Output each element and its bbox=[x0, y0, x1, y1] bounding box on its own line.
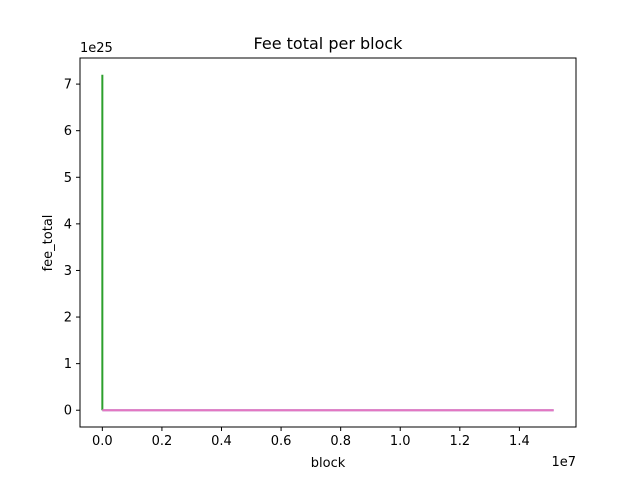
y-tick-label: 4 bbox=[64, 217, 72, 232]
y-tick-label: 1 bbox=[64, 357, 72, 372]
x-axis-offset-label: 1e7 bbox=[551, 455, 576, 470]
x-tick-label: 1.0 bbox=[390, 434, 411, 449]
x-tick-label: 0.4 bbox=[211, 434, 232, 449]
y-tick-label: 7 bbox=[64, 78, 72, 93]
chart-title: Fee total per block bbox=[254, 34, 404, 53]
x-tick-label: 1.4 bbox=[509, 434, 530, 449]
x-tick-label: 1.2 bbox=[449, 434, 470, 449]
x-axis-label: block bbox=[311, 456, 346, 471]
y-axis-ticks: 0 1 2 3 4 5 6 7 bbox=[64, 78, 80, 419]
y-tick-label: 6 bbox=[64, 124, 72, 139]
y-tick-label: 5 bbox=[64, 171, 72, 186]
y-axis-label: fee_total bbox=[41, 215, 56, 272]
x-tick-label: 0.6 bbox=[271, 434, 292, 449]
series-layer bbox=[101, 74, 554, 412]
x-tick-label: 0.2 bbox=[152, 434, 173, 449]
x-tick-label: 0.8 bbox=[330, 434, 351, 449]
plot-frame bbox=[79, 57, 577, 428]
x-axis-ticks: 0.0 0.2 0.4 0.6 0.8 1.0 1.2 1.4 bbox=[92, 427, 530, 449]
x-tick-label: 0.0 bbox=[92, 434, 113, 449]
y-tick-label: 2 bbox=[64, 311, 72, 326]
y-tick-label: 0 bbox=[64, 404, 72, 419]
y-tick-label: 3 bbox=[64, 264, 72, 279]
y-axis-offset-label: 1e25 bbox=[80, 41, 113, 56]
